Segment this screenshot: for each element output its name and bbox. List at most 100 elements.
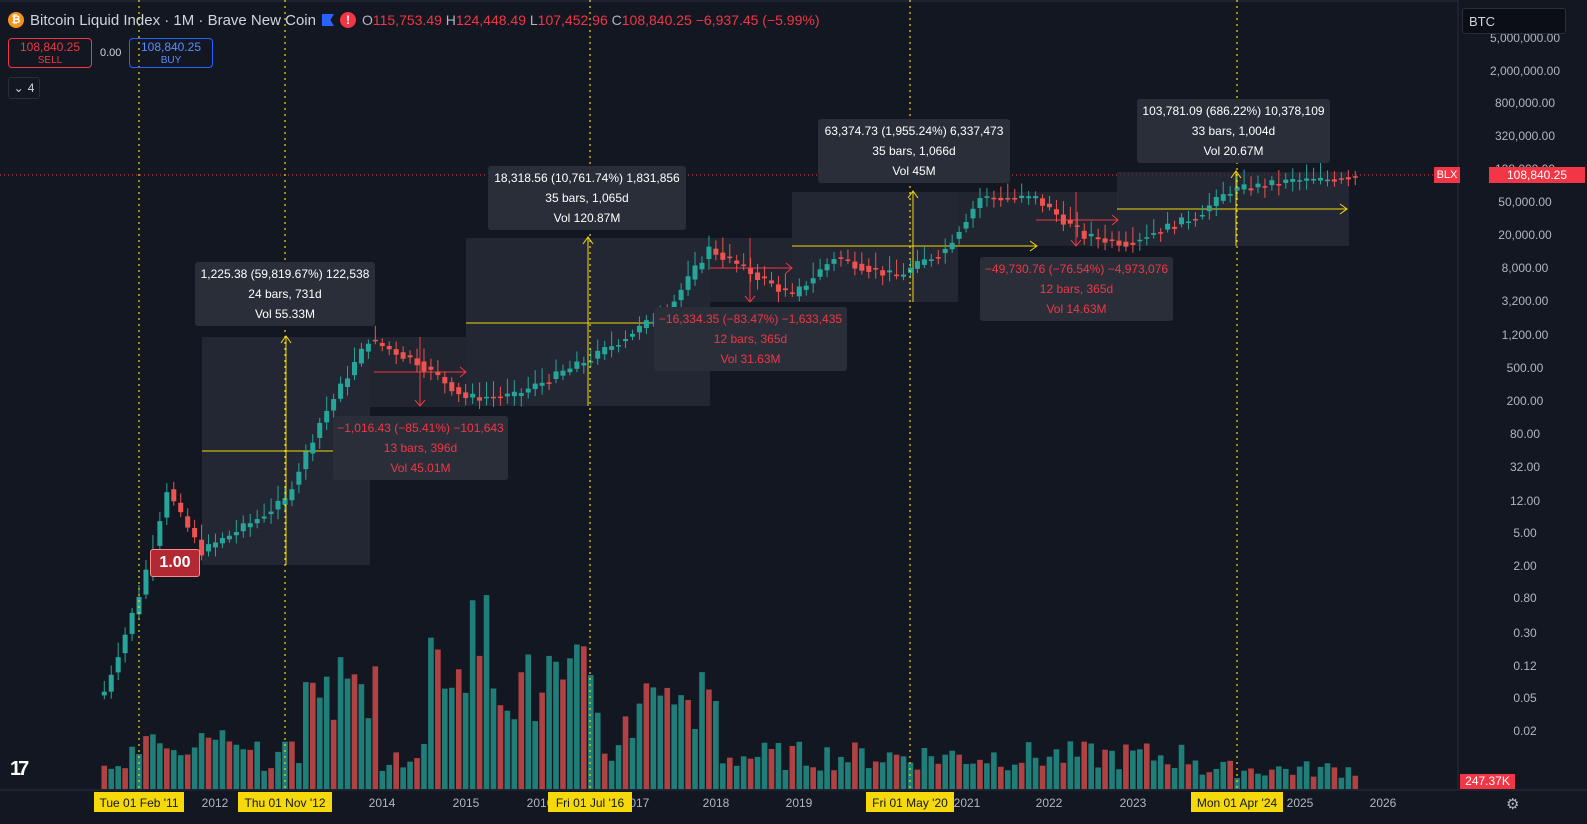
volume-bar bbox=[824, 747, 830, 789]
price-tick: 0.02 bbox=[1513, 724, 1537, 738]
measure-text: 12 bars, 365d bbox=[714, 332, 787, 346]
candle bbox=[567, 368, 573, 373]
candle bbox=[1234, 187, 1240, 191]
volume-bar bbox=[462, 692, 469, 789]
volume-bar bbox=[219, 730, 226, 789]
volume-bar bbox=[977, 759, 983, 789]
volume-bar bbox=[351, 674, 358, 789]
volume-bar bbox=[1095, 767, 1101, 789]
symbol-search-input[interactable]: BTC bbox=[1462, 8, 1566, 34]
tradingview-logo[interactable]: 17 bbox=[10, 758, 29, 780]
candle bbox=[1067, 219, 1073, 224]
volume-bar bbox=[546, 655, 552, 789]
volume-bar bbox=[1310, 776, 1317, 789]
time-tick: 2022 bbox=[1036, 796, 1063, 810]
candle bbox=[421, 361, 427, 372]
time-highlight bbox=[548, 792, 632, 812]
volume-bar bbox=[483, 595, 490, 789]
candle bbox=[1331, 179, 1337, 182]
candle bbox=[1081, 230, 1087, 239]
price-axis[interactable]: 5,000,000.00 2,000,000.00 800,000.00 320,00… bbox=[1490, 31, 1560, 738]
candle bbox=[553, 371, 559, 379]
measure-text: Vol 45.01M bbox=[390, 461, 450, 475]
price-tick: 3,200.00 bbox=[1502, 294, 1549, 308]
candle bbox=[296, 471, 302, 485]
volume-bar bbox=[379, 770, 386, 789]
price-marker[interactable]: 1.00 bbox=[150, 549, 200, 577]
volume-bar bbox=[344, 678, 351, 789]
volume-bar bbox=[330, 719, 337, 789]
candle bbox=[623, 339, 629, 342]
candle bbox=[699, 262, 705, 270]
volume-bar bbox=[1164, 764, 1171, 789]
spread-value: 0.00 bbox=[100, 47, 122, 59]
volume-bar bbox=[198, 733, 205, 789]
candle bbox=[629, 333, 635, 337]
volume-bar bbox=[560, 679, 566, 789]
flag-icon[interactable] bbox=[321, 14, 334, 26]
indicators-toggle[interactable]: ⌄ 4 bbox=[8, 77, 40, 99]
candle bbox=[1005, 197, 1011, 200]
candle bbox=[810, 278, 816, 284]
candle bbox=[1060, 214, 1066, 225]
alert-icon[interactable]: ! bbox=[339, 12, 356, 28]
volume-bar bbox=[518, 672, 525, 789]
candle bbox=[741, 264, 747, 267]
settings-icon[interactable]: ⚙ bbox=[1506, 796, 1520, 813]
candle bbox=[977, 198, 983, 209]
symbol-title[interactable]: Bitcoin Liquid Index · 1M · Brave New Co… bbox=[30, 11, 316, 29]
candle bbox=[1262, 186, 1268, 188]
measure-box bbox=[195, 262, 375, 326]
volume-bar bbox=[1199, 774, 1206, 789]
buy-button[interactable]: 108,840.25 BUY bbox=[129, 38, 213, 68]
candle bbox=[428, 366, 434, 370]
candle bbox=[108, 674, 114, 692]
candle bbox=[379, 342, 385, 347]
measure-labels[interactable]: 1,225.38 (59,819.67%) 122,538 24 bars, 73… bbox=[195, 99, 1330, 480]
volume-bar bbox=[935, 763, 942, 789]
candle bbox=[1179, 217, 1185, 225]
price-tick: 12.00 bbox=[1510, 494, 1540, 508]
price-tick: 2,000,000.00 bbox=[1490, 64, 1560, 78]
candle bbox=[171, 489, 177, 502]
candle bbox=[803, 285, 809, 290]
sell-button[interactable]: 108,840.25 SELL bbox=[8, 38, 92, 68]
candle bbox=[317, 422, 323, 438]
candle bbox=[275, 500, 281, 510]
measure-text: 1,225.38 (59,819.67%) 122,538 bbox=[201, 267, 370, 281]
volume-bar bbox=[713, 700, 719, 789]
chart-legend[interactable]: ₿ Bitcoin Liquid Index · 1M · Brave New … bbox=[8, 8, 820, 32]
volume-bar bbox=[601, 753, 608, 789]
candle bbox=[984, 196, 990, 198]
volume-bar bbox=[532, 721, 538, 789]
candle bbox=[1158, 232, 1164, 234]
volume-bar bbox=[1039, 765, 1046, 789]
measure-lines bbox=[202, 170, 1348, 565]
price-tick: 0.30 bbox=[1513, 626, 1537, 640]
measure-text: 33 bars, 1,004d bbox=[1192, 124, 1275, 138]
measure-text: −16,334.35 (−83.47%) −1,633,435 bbox=[659, 312, 842, 326]
volume-bar bbox=[1262, 775, 1268, 789]
measure-text: 18,318.56 (10,761.74%) 1,831,856 bbox=[494, 171, 680, 185]
candle bbox=[1352, 176, 1358, 178]
candle bbox=[338, 383, 344, 399]
candle bbox=[921, 259, 927, 265]
time-axis[interactable]: 2012 2014 2015 2016 2017 2018 2019 2021 2022 2023… bbox=[94, 792, 1397, 812]
candle bbox=[1290, 179, 1296, 182]
volume-bar bbox=[414, 758, 420, 789]
volume-bar bbox=[1213, 768, 1220, 789]
candle bbox=[1241, 184, 1247, 190]
candle bbox=[157, 521, 163, 546]
volume-bar bbox=[838, 756, 844, 789]
measure-text: Vol 14.63M bbox=[1046, 302, 1106, 316]
candle bbox=[393, 349, 399, 355]
candle bbox=[775, 284, 781, 292]
volume-bar bbox=[845, 762, 851, 789]
candle bbox=[609, 346, 615, 350]
measure-box bbox=[333, 416, 508, 480]
price-tick: 32.00 bbox=[1510, 460, 1540, 474]
candle bbox=[1192, 218, 1198, 221]
volume-bar bbox=[170, 750, 177, 789]
candle bbox=[845, 259, 851, 261]
